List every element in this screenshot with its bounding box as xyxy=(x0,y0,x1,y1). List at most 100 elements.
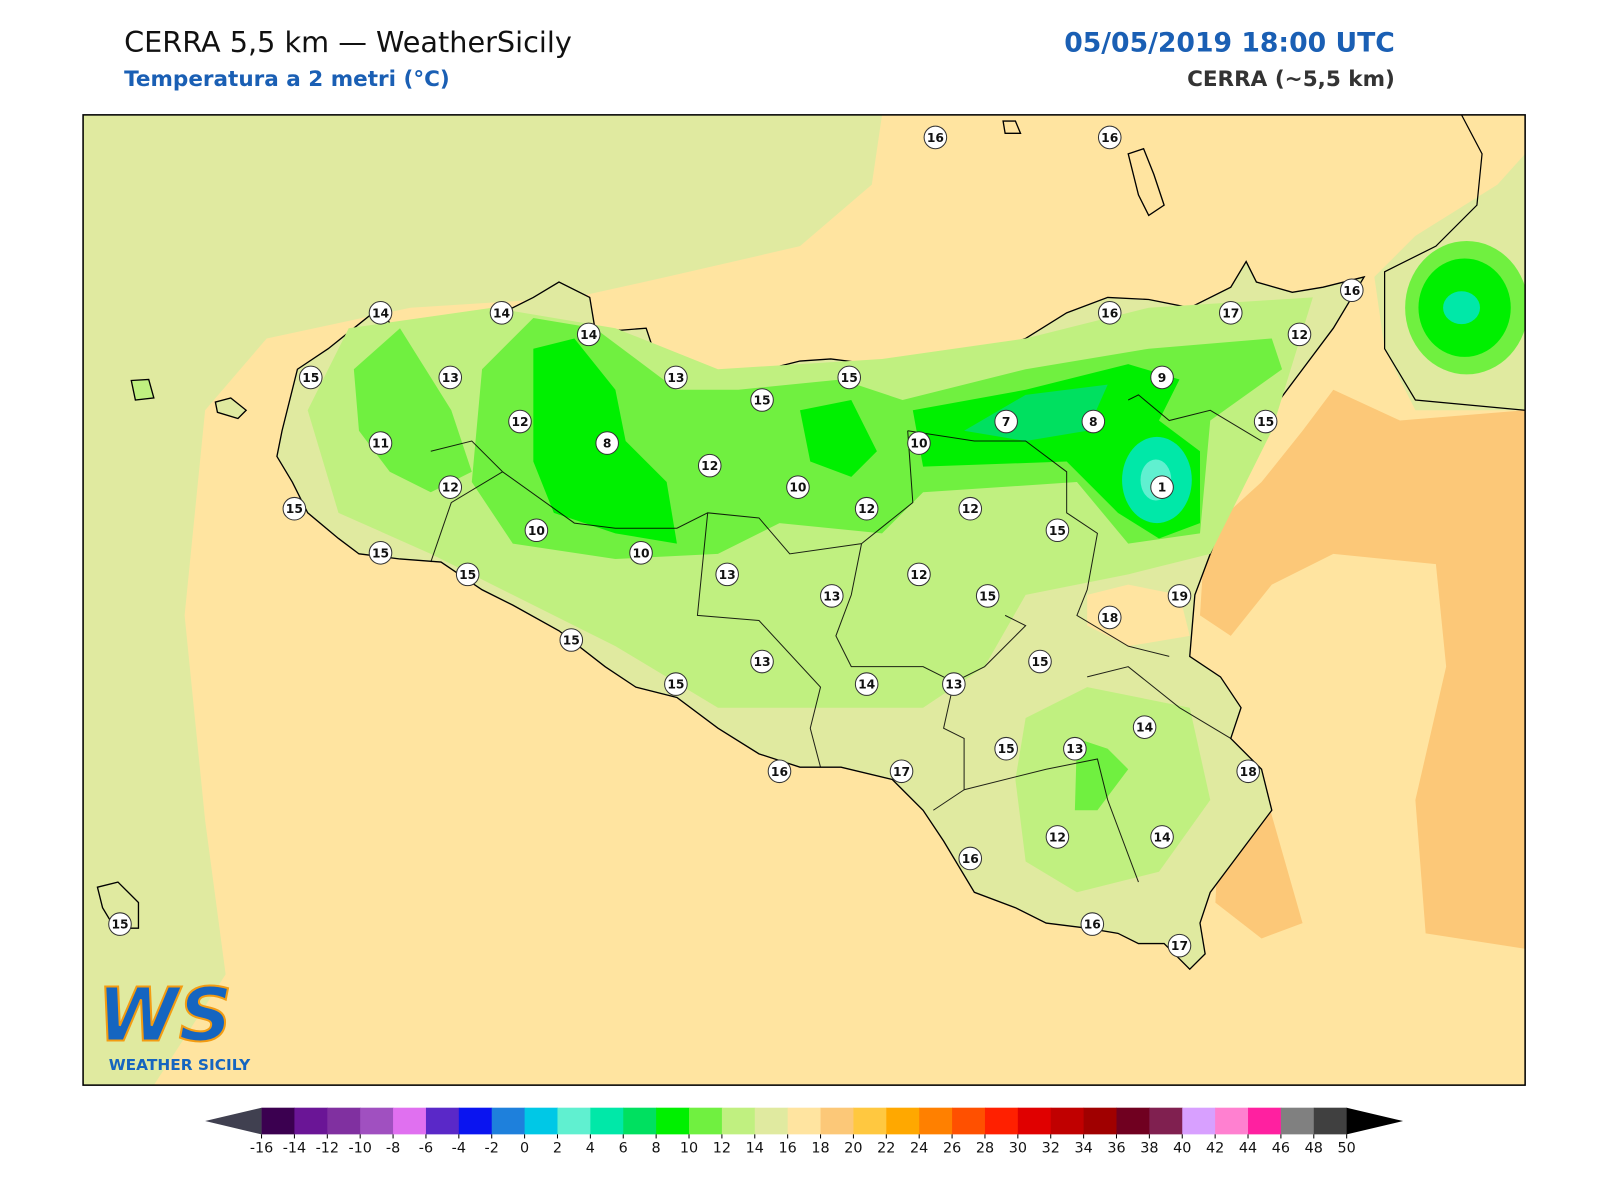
datetime: 05/05/2019 18:00 UTC xyxy=(1064,28,1395,59)
station-marker xyxy=(368,431,393,455)
station-marker xyxy=(907,431,931,455)
colorbar-tick-label: 18 xyxy=(811,1141,829,1157)
colorbar-swatch xyxy=(524,1107,558,1135)
station-value: 15 xyxy=(753,394,770,408)
colorbar-tick-label: -10 xyxy=(348,1141,371,1157)
station-marker xyxy=(1236,759,1260,784)
colorbar-swatch xyxy=(853,1107,887,1135)
colorbar-swatch xyxy=(886,1107,920,1135)
colorbar-tick-label: 46 xyxy=(1272,1141,1290,1157)
station: 12 xyxy=(958,496,983,521)
station-marker xyxy=(629,541,653,565)
station: 16 xyxy=(958,846,983,871)
station-value: 17 xyxy=(1171,939,1188,953)
station-marker xyxy=(786,475,810,499)
colorbar-tick-label: 26 xyxy=(943,1141,961,1157)
station: 12 xyxy=(1287,322,1312,347)
station: 8 xyxy=(595,431,619,455)
station-value: 12 xyxy=(1291,328,1308,342)
colorbar-swatch xyxy=(1116,1107,1150,1135)
station-marker xyxy=(1097,125,1122,150)
colorbar-swatch xyxy=(787,1107,822,1135)
station: 13 xyxy=(664,365,688,390)
colorbar-swatch xyxy=(425,1107,460,1135)
station-value: 16 xyxy=(927,131,944,145)
station-value: 18 xyxy=(1101,611,1118,625)
station-value: 14 xyxy=(1153,830,1170,844)
station: 15 xyxy=(664,672,688,696)
colorbar-swatch xyxy=(1182,1107,1216,1135)
colorbar-tick-label: -16 xyxy=(250,1141,273,1157)
station: 14 xyxy=(576,322,601,347)
station: 12 xyxy=(1045,825,1070,849)
station: 15 xyxy=(994,736,1018,761)
station: 15 xyxy=(750,388,774,412)
station-marker xyxy=(854,496,879,521)
station: 10 xyxy=(907,431,931,455)
station-value: 14 xyxy=(372,306,389,320)
station-value: 12 xyxy=(701,459,718,473)
colorbar-swatch xyxy=(1280,1107,1315,1135)
station-marker xyxy=(958,496,983,521)
colorbar-swatch xyxy=(656,1107,690,1135)
station: 15 xyxy=(559,628,584,652)
colorbar-tick-label: -6 xyxy=(419,1141,433,1157)
station-value: 17 xyxy=(893,765,910,779)
colorbar-swatch xyxy=(261,1107,295,1135)
station: 19 xyxy=(1167,584,1192,608)
station-marker xyxy=(889,759,914,784)
colorbar-swatch xyxy=(1050,1107,1085,1135)
station-marker xyxy=(1081,409,1106,434)
station-value: 12 xyxy=(962,502,979,516)
colorbar-swatch xyxy=(1215,1107,1249,1135)
station-value: 16 xyxy=(1101,131,1118,145)
station: 16 xyxy=(1097,125,1122,150)
station: 18 xyxy=(1097,605,1122,630)
colorbar-swatch xyxy=(1083,1107,1118,1135)
colorbar-tick-label: -14 xyxy=(283,1141,306,1157)
station-value: 12 xyxy=(442,481,459,495)
model-label: CERRA (~5,5 km) xyxy=(1187,67,1395,92)
station: 15 xyxy=(455,562,480,587)
station: 15 xyxy=(1028,649,1052,674)
station-marker xyxy=(1218,301,1243,325)
station-marker xyxy=(1028,649,1052,674)
station: 14 xyxy=(1150,825,1174,849)
colorbar-swatch xyxy=(820,1107,854,1135)
colorbar-tick-label: 38 xyxy=(1140,1141,1158,1157)
colorbar-swatch xyxy=(623,1107,657,1135)
station-marker xyxy=(750,649,774,674)
station: 12 xyxy=(854,496,879,521)
station-value: 16 xyxy=(771,765,788,779)
logo-mark: WS xyxy=(97,973,232,1059)
station-value: 12 xyxy=(858,502,875,516)
station-marker xyxy=(438,365,463,390)
station-marker xyxy=(595,431,619,455)
station-marker xyxy=(994,409,1018,434)
station-marker xyxy=(994,736,1018,761)
station: 15 xyxy=(975,584,1000,608)
station: 15 xyxy=(1253,409,1278,434)
station: 15 xyxy=(1045,518,1070,543)
station-value: 10 xyxy=(632,546,649,560)
colorbar-swatch xyxy=(491,1107,526,1135)
colorbar: -16 -14 -12 -10 -8 -6 -4 -2 0 2 4 6 8 10 12 14 16 18 20 22 2… xyxy=(205,1107,1404,1157)
station-value: 15 xyxy=(372,546,389,560)
station-value: 7 xyxy=(1002,415,1011,429)
station-marker xyxy=(1045,518,1070,543)
station-value: 15 xyxy=(1031,655,1048,669)
station-value: 13 xyxy=(823,589,840,603)
colorbar-tick-label: 20 xyxy=(844,1141,862,1157)
station: 12 xyxy=(697,453,722,478)
station: 13 xyxy=(750,649,774,674)
station: 17 xyxy=(1218,301,1243,325)
station-marker xyxy=(664,365,688,390)
station-marker xyxy=(923,125,948,150)
station: 14 xyxy=(1132,715,1157,739)
station: 14 xyxy=(854,672,879,696)
station-value: 15 xyxy=(563,634,580,648)
map-field xyxy=(83,114,1526,1086)
station-marker xyxy=(837,365,862,390)
station-value: 13 xyxy=(442,371,459,385)
